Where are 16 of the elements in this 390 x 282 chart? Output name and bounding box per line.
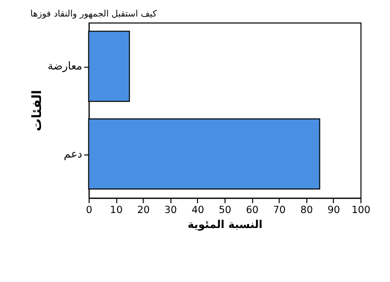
x-tick-label: 0 — [86, 205, 92, 216]
x-tick-label: 60 — [246, 205, 258, 216]
x-tick-label: 80 — [300, 205, 313, 216]
chart-title: كيف استقبل الجمهور والنقاد فوزها — [30, 10, 158, 20]
x-tick-label: 20 — [137, 205, 150, 216]
y-axis-title: الفئات — [30, 90, 45, 132]
x-tick-label: 40 — [192, 205, 204, 216]
x-tick-label: 100 — [352, 205, 370, 216]
x-axis-title: النسبة المئوية — [188, 218, 262, 231]
y-tick-label: دعم — [64, 147, 82, 160]
x-tick-label: 50 — [218, 205, 232, 216]
x-tick-label: 70 — [273, 205, 286, 216]
x-tick-label: 30 — [164, 205, 177, 216]
x-tick-label: 10 — [110, 205, 123, 216]
x-tick-label: 90 — [328, 205, 340, 216]
y-tick-label: معارضة — [48, 60, 82, 73]
